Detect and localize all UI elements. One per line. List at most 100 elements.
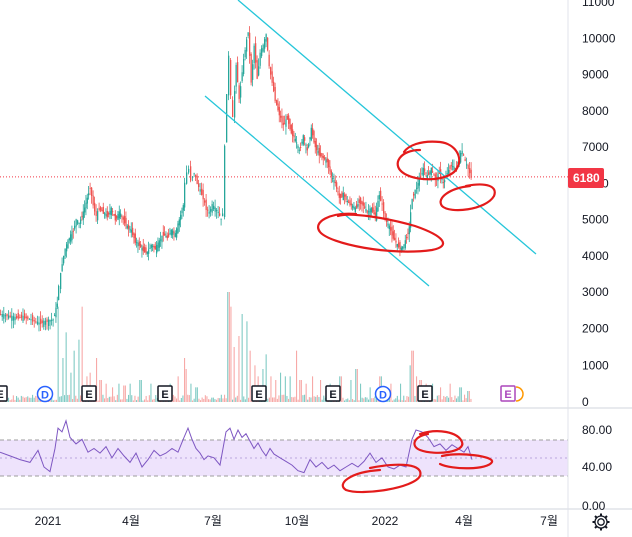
- candle-body: [105, 214, 107, 217]
- volume-bar: [148, 395, 150, 402]
- volume-bar: [296, 350, 298, 402]
- volume-bar: [196, 387, 198, 402]
- candle-body: [349, 200, 351, 205]
- candle-body: [308, 144, 310, 148]
- candle-body: [454, 167, 456, 169]
- volume-bar: [438, 395, 440, 402]
- time-axis: 2021 4월 7월 10월 2022 4월 7월: [35, 514, 558, 528]
- earnings-event-marker[interactable]: E: [500, 385, 524, 402]
- volume-bar: [368, 399, 370, 402]
- volume-bar: [435, 399, 437, 402]
- candle-body: [125, 217, 127, 226]
- candle-body: [120, 213, 122, 217]
- candle-body: [44, 320, 47, 325]
- candle-body: [8, 315, 10, 319]
- volume-bar: [177, 376, 179, 402]
- volume-bar: [28, 397, 30, 402]
- candle-body: [118, 211, 120, 219]
- candle-body: [43, 320, 45, 327]
- candle-body: [432, 171, 434, 173]
- dividend-event-marker[interactable]: D: [36, 385, 54, 403]
- candle-body: [366, 211, 368, 213]
- volume-bar: [360, 383, 362, 402]
- volume-bar: [222, 398, 224, 402]
- earnings-event-marker[interactable]: E: [417, 385, 433, 402]
- candle-body: [153, 245, 155, 248]
- candle-body: [273, 81, 275, 91]
- candle-body: [77, 220, 79, 224]
- event-markers[interactable]: EDEEEEDEE: [0, 385, 524, 403]
- gear-icon[interactable]: [592, 513, 610, 531]
- volume-bar: [121, 399, 123, 402]
- candle-body: [237, 62, 239, 83]
- candle-body: [442, 182, 444, 184]
- candle-body: [403, 244, 405, 246]
- candle-body: [156, 244, 158, 254]
- candle-body: [213, 205, 215, 210]
- volume-bar: [107, 398, 109, 402]
- last-price-tag: 6180: [568, 168, 604, 188]
- volume-bar: [62, 358, 64, 402]
- volume-bar: [27, 396, 29, 402]
- volume-bar: [220, 394, 222, 402]
- volume-bar: [408, 396, 410, 402]
- volume-bar: [440, 387, 442, 402]
- candle-body: [274, 87, 276, 102]
- candle-body: [395, 240, 397, 243]
- earnings-event-marker[interactable]: E: [81, 385, 97, 402]
- volume-bar: [56, 399, 58, 402]
- channel-upper-line[interactable]: [237, 0, 537, 255]
- candle-body: [141, 247, 143, 251]
- volume-bar: [96, 358, 98, 402]
- earnings-event-marker[interactable]: E: [251, 385, 267, 402]
- volume-bar: [345, 399, 347, 402]
- volume-bar: [54, 399, 56, 402]
- volume-bar: [24, 397, 26, 402]
- volume-bar: [25, 397, 27, 402]
- candle-body: [178, 219, 180, 226]
- candle-body: [168, 233, 170, 237]
- candle-body: [30, 319, 32, 321]
- price-axis-tick: 9000: [582, 68, 609, 82]
- volume-bar: [353, 400, 355, 402]
- channel-lower-line[interactable]: [204, 95, 430, 287]
- volume-bar: [115, 400, 117, 402]
- candle-body: [316, 144, 318, 151]
- dividend-event-marker[interactable]: D: [374, 385, 392, 403]
- candle-body: [313, 131, 315, 143]
- volume-bar: [57, 306, 59, 402]
- candle-body: [94, 202, 96, 212]
- candle-body: [188, 168, 190, 173]
- candle-body: [216, 209, 218, 212]
- candles-layer: [0, 26, 472, 332]
- volume-bar: [32, 394, 34, 402]
- volume-bar: [198, 398, 200, 402]
- candle-body: [224, 145, 226, 218]
- volume-bar: [112, 387, 114, 402]
- volume-bar: [320, 380, 322, 402]
- volume-bar: [211, 397, 213, 402]
- candle-body: [410, 212, 412, 228]
- candle-body: [370, 208, 372, 213]
- volume-bar: [105, 383, 107, 402]
- rsi-axis-tick: 0.00: [582, 499, 606, 513]
- event-label: E: [329, 389, 336, 401]
- volume-bar: [249, 350, 251, 402]
- candle-body: [61, 264, 63, 272]
- candle-body: [154, 246, 156, 250]
- earnings-event-marker[interactable]: E: [157, 385, 173, 402]
- volume-bar: [350, 380, 352, 402]
- rsi-band: [0, 440, 568, 476]
- candle-body: [81, 215, 83, 218]
- volume-axis-tick: 2000: [582, 322, 609, 336]
- event-label: D: [379, 390, 387, 402]
- volume-bar: [268, 397, 270, 402]
- earnings-event-marker[interactable]: E: [0, 385, 8, 402]
- candle-body: [165, 236, 167, 238]
- volume-bar: [308, 397, 310, 402]
- volume-bar: [68, 394, 70, 402]
- volume-bar: [212, 397, 214, 402]
- volume-bar: [396, 395, 398, 402]
- earnings-event-marker[interactable]: E: [325, 385, 341, 402]
